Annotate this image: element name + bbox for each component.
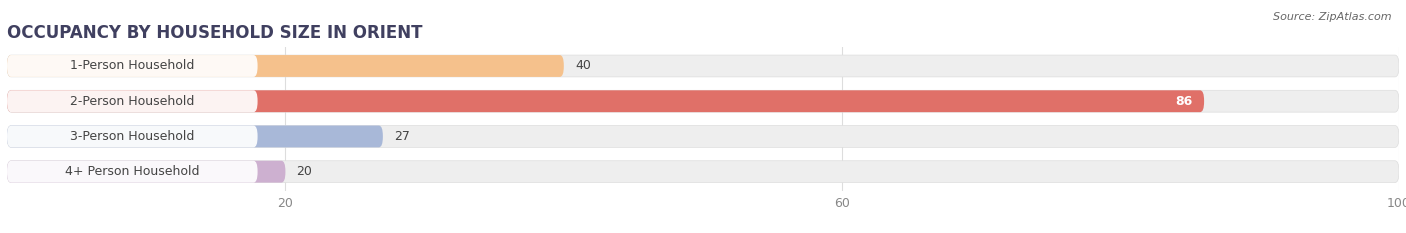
Text: 3-Person Household: 3-Person Household — [70, 130, 194, 143]
FancyBboxPatch shape — [7, 161, 285, 183]
Text: 1-Person Household: 1-Person Household — [70, 59, 194, 72]
Text: Source: ZipAtlas.com: Source: ZipAtlas.com — [1274, 12, 1392, 22]
Text: 4+ Person Household: 4+ Person Household — [65, 165, 200, 178]
Text: 20: 20 — [297, 165, 312, 178]
FancyBboxPatch shape — [7, 90, 1204, 112]
FancyBboxPatch shape — [7, 161, 257, 183]
FancyBboxPatch shape — [7, 55, 257, 77]
FancyBboxPatch shape — [7, 126, 257, 147]
FancyBboxPatch shape — [7, 126, 382, 147]
Text: 2-Person Household: 2-Person Household — [70, 95, 194, 108]
FancyBboxPatch shape — [7, 90, 1399, 112]
FancyBboxPatch shape — [7, 55, 564, 77]
Text: 27: 27 — [394, 130, 411, 143]
Text: 86: 86 — [1175, 95, 1192, 108]
FancyBboxPatch shape — [7, 161, 1399, 183]
Text: OCCUPANCY BY HOUSEHOLD SIZE IN ORIENT: OCCUPANCY BY HOUSEHOLD SIZE IN ORIENT — [7, 24, 423, 42]
Text: 40: 40 — [575, 59, 591, 72]
FancyBboxPatch shape — [7, 55, 1399, 77]
FancyBboxPatch shape — [7, 126, 1399, 147]
FancyBboxPatch shape — [7, 90, 257, 112]
